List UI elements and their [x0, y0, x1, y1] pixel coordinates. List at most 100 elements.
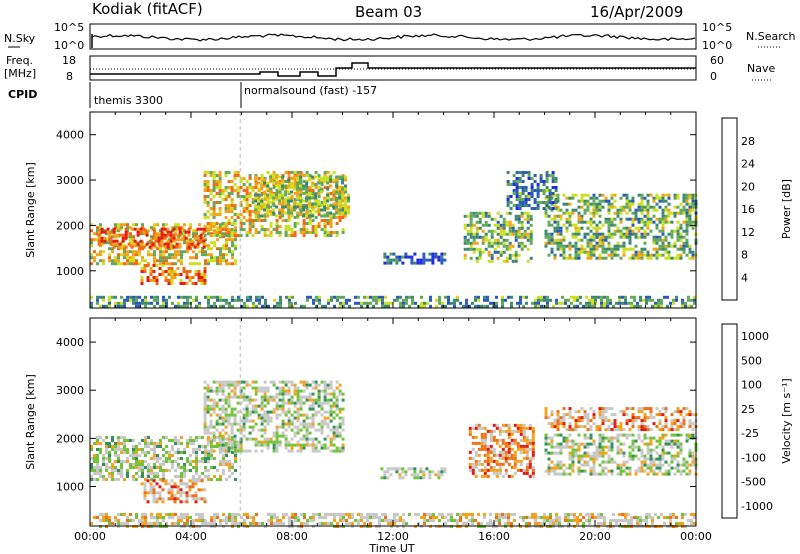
data-cell — [580, 205, 584, 209]
data-cell — [269, 201, 273, 204]
data-cell — [341, 443, 345, 447]
data-cell — [338, 383, 342, 387]
data-cell — [619, 448, 623, 452]
data-cell — [693, 301, 696, 305]
data-cell — [180, 256, 183, 260]
data-cell — [183, 448, 186, 451]
data-cell — [516, 459, 520, 463]
data-cell — [296, 419, 300, 423]
data-cell — [120, 469, 123, 472]
data-cell — [206, 425, 210, 429]
data-cell — [567, 304, 570, 308]
data-cell — [646, 428, 650, 432]
data-cell — [526, 214, 530, 218]
data-cell — [210, 259, 213, 263]
data-cell — [338, 208, 342, 212]
data-cell — [625, 217, 629, 221]
data-cell — [568, 425, 572, 429]
data-cell — [622, 469, 626, 473]
data-cell — [155, 279, 159, 282]
data-cell — [688, 214, 692, 218]
data-cell — [556, 232, 560, 236]
data-cell — [105, 436, 108, 439]
data-cell — [102, 439, 105, 442]
data-cell — [254, 199, 258, 203]
data-cell — [493, 247, 497, 251]
data-cell — [281, 196, 285, 200]
data-cell — [562, 469, 566, 473]
data-cell — [592, 469, 596, 473]
data-cell — [523, 232, 527, 236]
data-cell — [539, 177, 543, 180]
data-cell — [597, 295, 600, 299]
data-cell — [582, 304, 585, 308]
data-cell — [126, 439, 129, 442]
data-cell — [189, 442, 192, 445]
data-cell — [143, 264, 147, 267]
data-cell — [222, 457, 225, 460]
data-cell — [508, 232, 512, 236]
data-cell — [320, 204, 324, 207]
data-cell — [284, 392, 288, 396]
data-cell — [691, 454, 695, 458]
data-cell — [263, 214, 267, 218]
data-cell — [158, 267, 162, 270]
data-cell — [624, 295, 627, 299]
data-cell — [185, 273, 189, 276]
data-cell — [290, 208, 294, 212]
data-cell — [99, 469, 102, 472]
data-cell — [144, 298, 147, 302]
data-cell — [203, 410, 207, 414]
data-cell — [562, 244, 566, 248]
data-cell — [339, 304, 342, 308]
data-cell — [129, 463, 132, 466]
data-cell — [150, 235, 153, 239]
data-cell — [111, 469, 114, 472]
data-cell — [203, 270, 207, 273]
data-cell — [525, 450, 529, 454]
data-cell — [317, 208, 321, 212]
data-cell — [685, 229, 689, 233]
data-cell — [499, 223, 503, 227]
data-cell — [655, 193, 659, 197]
data-cell — [682, 419, 686, 423]
data-cell — [204, 466, 207, 469]
data-cell — [607, 232, 611, 236]
data-cell — [236, 171, 240, 174]
data-cell — [601, 250, 605, 254]
data-cell — [299, 202, 303, 206]
data-cell — [222, 454, 225, 457]
data-cell — [568, 466, 572, 470]
data-cell — [221, 386, 225, 390]
data-cell — [299, 401, 303, 405]
data-cell — [278, 225, 282, 228]
data-cell — [218, 398, 222, 402]
data-cell — [290, 437, 294, 441]
data-cell — [556, 196, 560, 200]
data-cell — [655, 223, 659, 227]
data-cell — [130, 245, 134, 249]
data-cell — [332, 190, 336, 194]
data-cell — [618, 301, 621, 305]
data-cell — [160, 242, 164, 246]
data-cell — [577, 445, 581, 449]
data-cell — [526, 220, 530, 224]
data-cell — [203, 416, 207, 420]
data-cell — [643, 196, 647, 200]
data-cell — [305, 199, 309, 203]
data-cell — [341, 187, 345, 191]
data-cell — [332, 213, 336, 216]
data-cell — [275, 175, 279, 179]
data-cell — [320, 208, 324, 212]
data-cell — [518, 180, 522, 183]
data-cell — [173, 500, 177, 504]
data-cell — [209, 398, 213, 402]
data-cell — [550, 247, 554, 251]
data-cell — [443, 467, 447, 471]
data-cell — [152, 494, 156, 498]
data-cell — [477, 459, 481, 463]
data-cell — [185, 276, 189, 279]
data-cell — [504, 429, 508, 433]
data-cell — [96, 478, 99, 481]
data-cell — [156, 457, 159, 460]
